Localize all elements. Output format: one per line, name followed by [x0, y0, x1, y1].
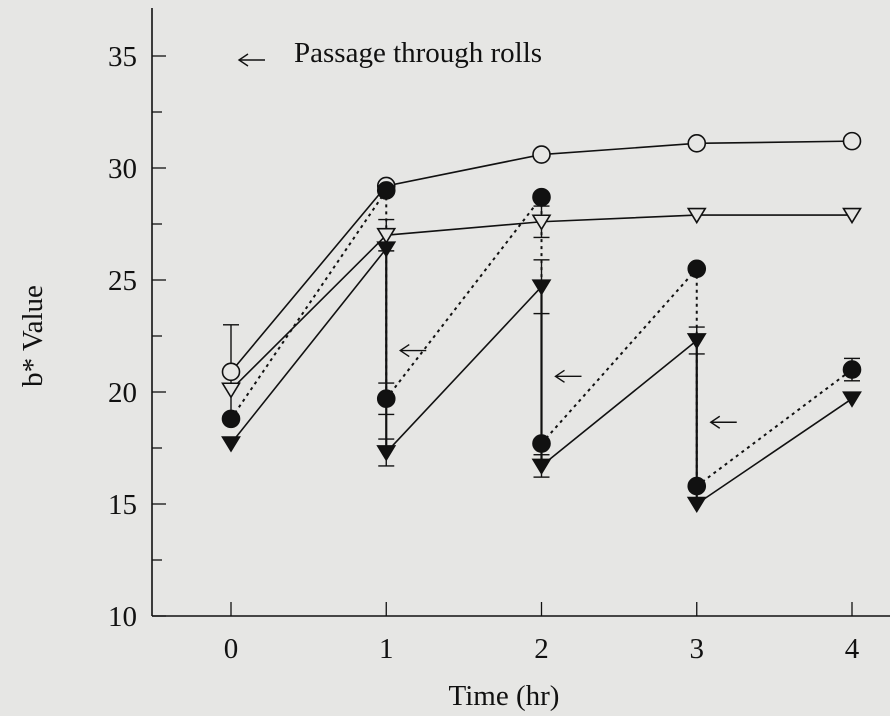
series-2-point — [376, 389, 396, 409]
series-2-line — [540, 268, 698, 445]
series-1-point — [842, 207, 862, 225]
series-3-point — [531, 458, 552, 475]
axes — [151, 8, 890, 617]
series-1-point — [531, 214, 552, 231]
passage-arrow-icon — [398, 343, 427, 358]
series-2-line — [385, 196, 543, 400]
passage-arrow-icon — [709, 415, 737, 429]
series-3-point — [686, 333, 707, 350]
legend-arrow-icon — [237, 53, 265, 67]
x-tick-label: 4 — [845, 633, 860, 665]
y-tick-label: 35 — [108, 41, 137, 73]
markers — [221, 131, 862, 514]
series-2-point — [376, 181, 396, 200]
passage-arrows — [398, 343, 737, 429]
series-3-line — [230, 248, 387, 445]
series-3-point — [842, 391, 862, 408]
series-2-point — [221, 409, 241, 429]
series-1-point — [686, 207, 707, 225]
series-3-line — [385, 286, 543, 454]
y-tick-label: 20 — [108, 377, 137, 409]
series-3-line — [540, 339, 698, 467]
legend-label: Passage through rolls — [294, 37, 542, 69]
passage-arrow-head — [709, 415, 721, 429]
x-tick-label: 1 — [379, 633, 394, 665]
y-tick-label: 25 — [108, 265, 137, 297]
series-3-point — [376, 241, 397, 258]
series-2-line — [696, 368, 853, 487]
series-2-point — [532, 434, 551, 453]
series-0-point — [532, 145, 551, 164]
series-2-point — [687, 476, 707, 496]
series-3-point — [531, 279, 552, 296]
y-tick-label: 30 — [108, 153, 137, 185]
x-tick-label: 3 — [690, 633, 705, 665]
passage-drops — [385, 190, 698, 504]
passage-arrow-head — [554, 369, 565, 383]
y-tick-label: 15 — [108, 489, 137, 521]
series-lines — [230, 140, 853, 505]
series-2-point — [532, 187, 551, 207]
series-3-line — [696, 398, 853, 505]
x-tick-label: 0 — [224, 633, 239, 665]
passage-arrow-head — [398, 343, 410, 358]
passage-arrow-icon — [554, 369, 582, 383]
series-2-point — [687, 259, 707, 279]
y-tick-label: 10 — [108, 601, 137, 633]
y-axis-label: b* Value — [17, 285, 49, 387]
x-axis-label: Time (hr) — [449, 680, 560, 712]
series-1-point — [221, 382, 241, 399]
legend: Passage through rolls — [237, 37, 542, 69]
x-tick-label: 2 — [534, 633, 549, 665]
ticks: 10 15 20 25 30 35 0 1 2 3 4 — [108, 41, 860, 665]
series-3-point — [686, 496, 707, 514]
series-2-point — [842, 360, 862, 379]
series-0-point — [842, 131, 862, 151]
series-3-point — [221, 436, 241, 453]
series-1-point — [376, 227, 397, 245]
series-0-point — [687, 134, 707, 153]
series-0-point — [221, 362, 241, 382]
series-2-line — [230, 189, 388, 420]
series-3-point — [376, 445, 397, 462]
